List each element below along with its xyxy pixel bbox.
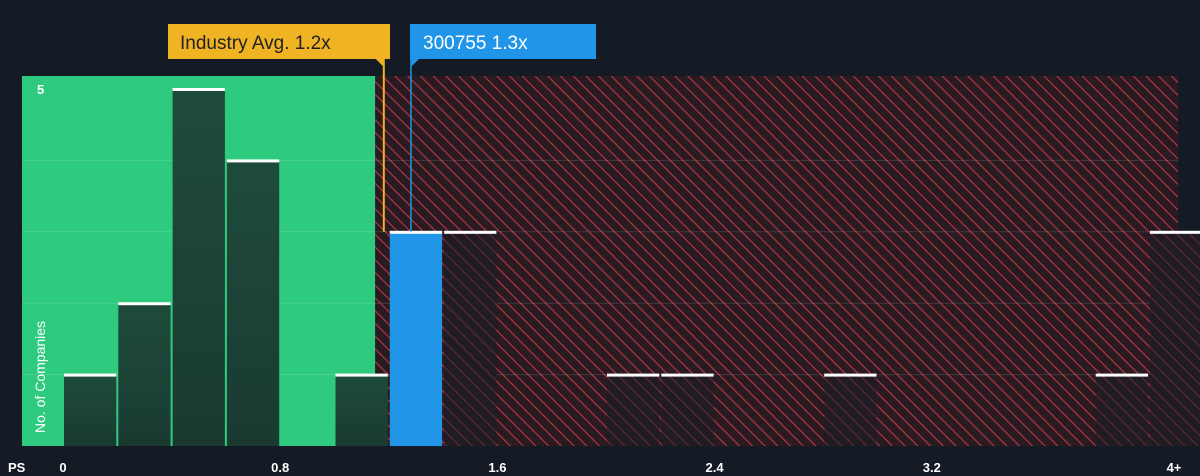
- x-tick-label: 3.2: [923, 460, 941, 475]
- y-axis-label: No. of Companies: [32, 321, 48, 433]
- histogram-bar: [607, 373, 660, 446]
- bar-top: [389, 230, 443, 234]
- bar-shade: [1150, 231, 1200, 446]
- x-tick-label: 1.6: [488, 460, 506, 475]
- bar-body: [172, 89, 225, 446]
- company-pointer: [410, 59, 419, 67]
- histogram-bar: [335, 373, 388, 446]
- histogram-bar: [1095, 373, 1148, 446]
- histogram-bar: [444, 230, 497, 446]
- bar-shade: [661, 374, 714, 446]
- company-label: 300755 1.3x: [423, 33, 528, 54]
- x-tick-labels: 0 0.8 1.6 2.4 3.2 4+: [59, 460, 1181, 475]
- histogram-bar: [1150, 230, 1200, 446]
- bar-top: [1150, 230, 1200, 234]
- bar-body: [226, 160, 280, 446]
- bar-top: [661, 373, 714, 377]
- bar-top: [1095, 373, 1148, 377]
- bar-shade: [444, 231, 497, 446]
- bar-shade: [1095, 374, 1148, 446]
- x-tick-label: 0.8: [271, 460, 289, 475]
- bar-top: [118, 302, 171, 306]
- histogram-bar: [824, 373, 877, 446]
- company-callout: 300755 1.3x: [410, 24, 596, 59]
- x-axis-label: PS: [8, 460, 26, 475]
- histogram-bar: [226, 159, 280, 446]
- bar-top: [444, 230, 497, 234]
- industry-avg-callout: Industry Avg. 1.2x: [168, 24, 390, 59]
- bar-body: [389, 231, 443, 446]
- histogram-bar: [64, 373, 117, 446]
- overvalued-zone: [375, 76, 1179, 446]
- bar-top: [172, 88, 225, 91]
- bar-body: [64, 374, 117, 446]
- bar-body: [118, 303, 171, 446]
- industry-avg-label-box: [168, 24, 390, 59]
- bar-top: [335, 373, 388, 377]
- y-tick-label: 5: [37, 82, 44, 97]
- bar-top: [607, 373, 660, 377]
- histogram-bar: [118, 302, 171, 446]
- histogram-bar: [172, 88, 225, 446]
- callout-markers: [375, 58, 419, 232]
- bar-body: [335, 374, 388, 446]
- bar-top: [226, 159, 280, 163]
- bar-top: [64, 373, 117, 377]
- histogram-bar: [661, 373, 714, 446]
- industry-avg-pointer: [375, 59, 384, 67]
- bar-top: [824, 373, 877, 377]
- x-tick-label: 2.4: [706, 460, 725, 475]
- industry-avg-label: Industry Avg. 1.2x: [180, 33, 331, 54]
- x-tick-label: 0: [59, 460, 66, 475]
- bar-shade: [607, 374, 660, 446]
- x-tick-label: 4+: [1167, 460, 1182, 475]
- y-tick-labels: 5: [37, 82, 44, 97]
- bar-shade: [824, 374, 877, 446]
- histogram-bar: [389, 230, 443, 446]
- histogram-bars: [64, 88, 1200, 446]
- company-label-box: [410, 24, 596, 59]
